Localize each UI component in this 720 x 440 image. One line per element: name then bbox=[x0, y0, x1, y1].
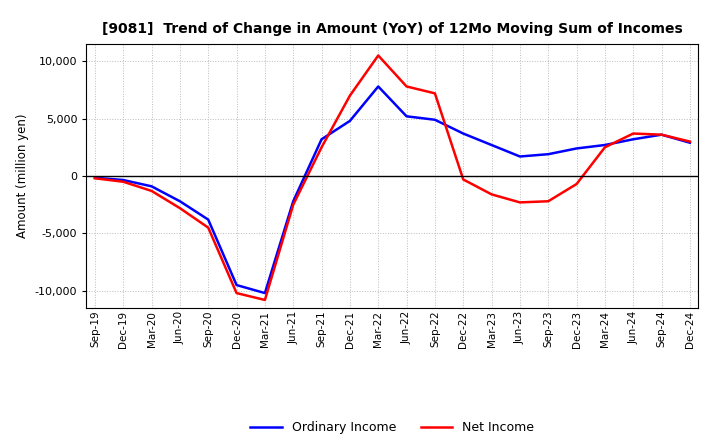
Ordinary Income bbox=[685, 140, 694, 145]
Net Income bbox=[289, 202, 297, 207]
Net Income bbox=[148, 188, 156, 194]
Ordinary Income bbox=[233, 282, 241, 288]
Net Income bbox=[261, 297, 269, 303]
Net Income bbox=[431, 91, 439, 96]
Ordinary Income bbox=[261, 290, 269, 296]
Net Income bbox=[657, 132, 666, 137]
Ordinary Income bbox=[600, 143, 609, 148]
Net Income bbox=[91, 176, 99, 181]
Ordinary Income bbox=[289, 198, 297, 204]
Y-axis label: Amount (million yen): Amount (million yen) bbox=[17, 114, 30, 238]
Net Income bbox=[516, 200, 524, 205]
Ordinary Income bbox=[572, 146, 581, 151]
Ordinary Income bbox=[346, 118, 354, 124]
Net Income bbox=[459, 177, 467, 182]
Ordinary Income bbox=[544, 151, 552, 157]
Ordinary Income bbox=[204, 217, 212, 222]
Net Income bbox=[600, 145, 609, 150]
Ordinary Income bbox=[374, 84, 382, 89]
Ordinary Income bbox=[431, 117, 439, 122]
Ordinary Income bbox=[148, 183, 156, 189]
Net Income bbox=[176, 205, 184, 211]
Line: Net Income: Net Income bbox=[95, 55, 690, 300]
Ordinary Income bbox=[318, 137, 326, 142]
Ordinary Income bbox=[516, 154, 524, 159]
Net Income bbox=[119, 179, 127, 184]
Net Income bbox=[233, 290, 241, 296]
Legend: Ordinary Income, Net Income: Ordinary Income, Net Income bbox=[246, 416, 539, 439]
Net Income bbox=[544, 198, 552, 204]
Ordinary Income bbox=[657, 132, 666, 137]
Ordinary Income bbox=[176, 198, 184, 204]
Net Income bbox=[402, 84, 411, 89]
Ordinary Income bbox=[459, 131, 467, 136]
Net Income bbox=[572, 181, 581, 187]
Net Income bbox=[318, 145, 326, 150]
Net Income bbox=[685, 139, 694, 144]
Ordinary Income bbox=[402, 114, 411, 119]
Net Income bbox=[346, 93, 354, 98]
Net Income bbox=[374, 53, 382, 58]
Net Income bbox=[204, 225, 212, 230]
Title: [9081]  Trend of Change in Amount (YoY) of 12Mo Moving Sum of Incomes: [9081] Trend of Change in Amount (YoY) o… bbox=[102, 22, 683, 36]
Ordinary Income bbox=[629, 137, 637, 142]
Line: Ordinary Income: Ordinary Income bbox=[95, 87, 690, 293]
Ordinary Income bbox=[119, 177, 127, 183]
Ordinary Income bbox=[487, 143, 496, 148]
Ordinary Income bbox=[91, 175, 99, 180]
Net Income bbox=[629, 131, 637, 136]
Net Income bbox=[487, 192, 496, 197]
